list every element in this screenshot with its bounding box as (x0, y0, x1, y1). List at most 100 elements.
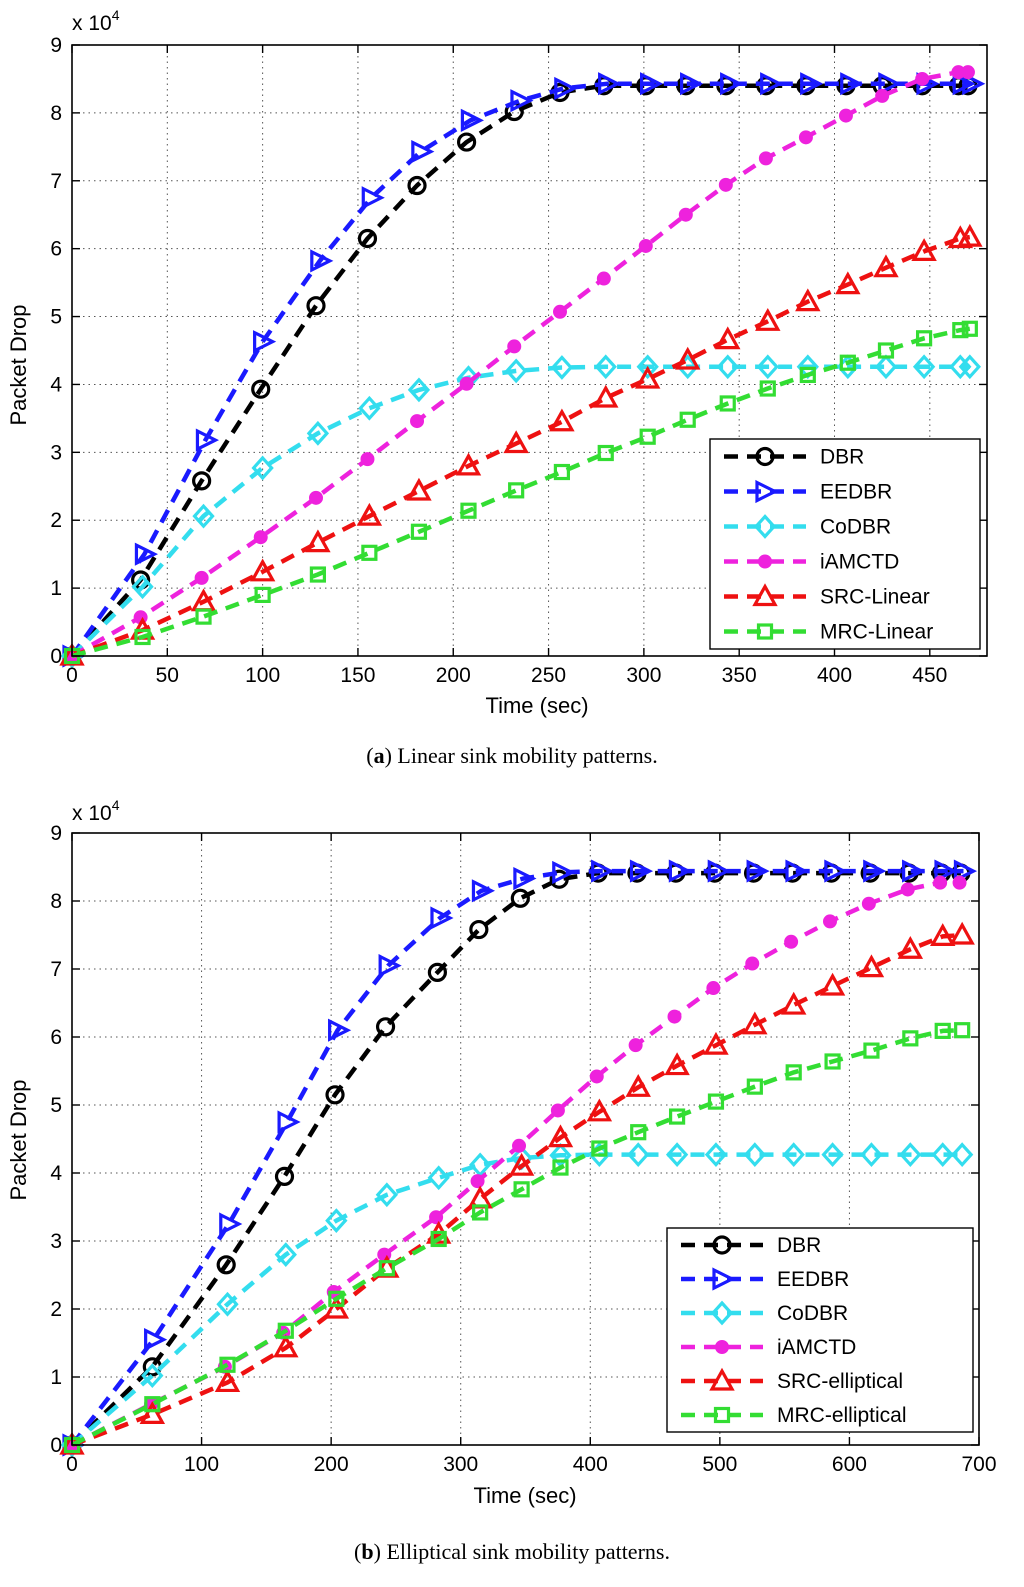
legend-marker (715, 1340, 729, 1354)
data-point-codbr (505, 358, 528, 384)
y-tick-label: 9 (50, 822, 62, 845)
legend-box (709, 438, 981, 650)
legend-marker (756, 623, 774, 640)
data-point-codbr (358, 395, 381, 421)
data-point-eedbr (552, 860, 576, 885)
data-point-mrc-linear (195, 608, 212, 625)
data-point-codbr (550, 355, 574, 380)
legend-label: iAMCTD (820, 551, 899, 574)
legend-marker (755, 479, 779, 504)
data-point-src-elliptical (323, 1295, 350, 1319)
data-point-codbr (756, 354, 779, 380)
data-point-codbr (931, 1142, 954, 1168)
data-point-eedbr (629, 859, 654, 883)
data-point-iamctd (798, 130, 813, 145)
data-point-eedbr (328, 1018, 352, 1042)
data-point-iamctd (706, 981, 721, 996)
data-point-eedbr (934, 859, 958, 883)
data-point-src-elliptical (139, 1401, 166, 1425)
data-point-iamctd (553, 304, 567, 319)
data-point-codbr (704, 1142, 728, 1168)
data-point-src-linear (873, 254, 899, 278)
data-point-eedbr (460, 108, 484, 132)
data-point-codbr (375, 1182, 399, 1208)
legend-label: CoDBR (777, 1302, 848, 1325)
data-point-iamctd (784, 934, 799, 949)
data-point-src-elliptical (949, 921, 975, 945)
data-point-mrc-elliptical (378, 1260, 395, 1277)
series-line-eedbr (70, 81, 972, 658)
data-point-codbr (860, 1142, 883, 1168)
data-point-eedbr (824, 859, 848, 883)
legend-item-iamctd: iAMCTD (681, 1336, 856, 1359)
y-multiplier: x 104 (72, 7, 120, 35)
data-point-mrc-elliptical (785, 1064, 802, 1081)
data-point-iamctd (758, 151, 773, 166)
data-point-src-linear (503, 430, 529, 454)
data-point-src-elliptical (273, 1334, 299, 1358)
y-axis-label: Packet Drop (6, 304, 31, 425)
data-point-eedbr (785, 859, 809, 883)
legend-marker (713, 1406, 731, 1424)
legend-label: CoDBR (820, 516, 891, 539)
y-tick-label: 0 (50, 645, 62, 668)
data-point-src-elliptical (780, 991, 807, 1015)
data-point-mrc-linear (639, 428, 656, 445)
legend: DBR EEDBR CoDBR iAMCTD SRC-elliptical MRC-ell… (666, 1227, 974, 1433)
data-point-codbr (949, 354, 972, 380)
data-point-src-linear (549, 408, 575, 432)
data-point-iamctd (745, 956, 760, 971)
data-point-src-elliptical (214, 1369, 241, 1393)
y-tick-label: 5 (50, 306, 62, 329)
data-point-codbr (951, 1142, 974, 1168)
plot-frame (71, 832, 980, 1446)
data-point-mrc-elliptical (513, 1181, 530, 1198)
data-point-mrc-linear (839, 354, 856, 371)
data-point-dbr (510, 888, 530, 908)
data-point-eedbr (430, 906, 454, 930)
y-tick-label: 4 (50, 1162, 62, 1185)
data-point-eedbr (513, 866, 537, 891)
legend-item-iamctd: iAMCTD (724, 551, 899, 574)
data-point-dbr (427, 962, 447, 983)
data-point-mrc-elliptical (430, 1230, 447, 1248)
legend-item-mrc-linear: MRC-Linear (724, 621, 933, 644)
data-point-iamctd (960, 65, 975, 80)
series-line-dbr (70, 83, 968, 658)
legend-item-codbr: CoDBR (681, 1300, 848, 1326)
data-point-eedbr (953, 859, 978, 883)
data-point-mrc-elliptical (591, 1140, 608, 1157)
y-tick-label: 0 (50, 1434, 62, 1457)
data-point-src-linear (715, 326, 741, 350)
data-point-src-linear (406, 477, 432, 501)
legend-label: iAMCTD (777, 1336, 856, 1359)
data-point-dbr (306, 296, 326, 316)
data-point-mrc-elliptical (630, 1124, 647, 1141)
data-point-codbr (274, 1242, 297, 1267)
data-point-codbr (141, 1363, 164, 1389)
x-tick-label: 700 (961, 1453, 996, 1476)
data-point-iamctd (550, 1103, 565, 1118)
data-point-mrc-elliptical (219, 1356, 236, 1373)
data-point-codbr (325, 1208, 348, 1233)
series-src-elliptical (59, 921, 975, 1455)
data-point-codbr (958, 354, 981, 380)
data-point-iamctd (952, 875, 967, 890)
data-point-src-linear (634, 365, 661, 389)
data-point-iamctd (589, 1069, 604, 1084)
data-point-codbr (743, 1142, 766, 1168)
series-line-mrc-linear (71, 326, 971, 659)
y-tick-label: 7 (50, 170, 62, 193)
data-point-mrc-linear (361, 544, 378, 561)
data-point-dbr (357, 228, 378, 249)
data-point-iamctd (638, 238, 653, 253)
x-axis-label: Time (sec) (473, 1483, 576, 1508)
legend-item-dbr: DBR (681, 1234, 821, 1257)
data-point-eedbr (840, 72, 864, 96)
y-tick-label: 8 (50, 102, 62, 125)
legend-marker (753, 514, 777, 539)
data-point-codbr (594, 354, 617, 380)
plot-frame (71, 44, 988, 657)
data-point-eedbr (668, 859, 692, 883)
